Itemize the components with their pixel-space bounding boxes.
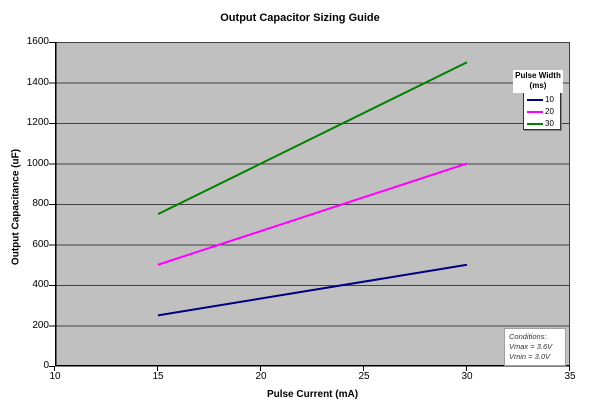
series-line-10 [157, 263, 468, 317]
plot-svg [49, 42, 570, 371]
legend-item-label: 30 [545, 119, 554, 128]
legend-item-label: 20 [545, 107, 554, 116]
conditions-box: Conditions: Vmax = 3.6V Vmin = 3.0V [504, 328, 566, 366]
legend: 10 20 30 [523, 90, 561, 130]
legend-title-line1: Pulse Width [515, 71, 561, 80]
legend-item-20: 20 [527, 106, 560, 118]
y-tick-label: 1200 [26, 117, 49, 128]
legend-swatch-line [527, 99, 543, 101]
x-tick-label: 30 [461, 371, 473, 382]
plot-area [49, 42, 570, 371]
y-tick-label: 0 [43, 360, 49, 371]
legend-title-line2: (ms) [529, 81, 547, 90]
chart-title: Output Capacitor Sizing Guide [220, 12, 380, 24]
series-line-20 [157, 162, 468, 266]
x-tick-label: 25 [358, 371, 370, 382]
x-tick-label: 20 [255, 371, 267, 382]
conditions-line: Vmin = 3.0V [509, 352, 551, 361]
legend-item-10: 10 [527, 94, 560, 106]
x-axis-title: Pulse Current (mA) [266, 389, 359, 400]
conditions-line: Conditions: [509, 332, 547, 341]
x-tick-label: 35 [564, 371, 576, 382]
legend-swatch-line [527, 111, 543, 113]
legend-item-30: 30 [527, 118, 560, 130]
y-tick-label: 1000 [26, 157, 49, 169]
series-line-30 [157, 61, 468, 216]
y-tick-label: 800 [32, 198, 49, 209]
x-tick-label: 10 [49, 371, 61, 382]
x-tick-label: 15 [152, 371, 164, 382]
y-tick-label: 1400 [26, 76, 49, 88]
y-tick-label: 1600 [26, 36, 49, 47]
conditions-line: Vmax = 3.6V [509, 342, 553, 351]
legend-title: Pulse Width (ms) [513, 70, 563, 93]
y-tick-label: 200 [32, 319, 49, 331]
y-tick-label: 400 [32, 279, 49, 290]
legend-item-label: 10 [545, 95, 554, 104]
y-tick-label: 600 [32, 238, 49, 250]
legend-swatch-line [527, 123, 543, 125]
